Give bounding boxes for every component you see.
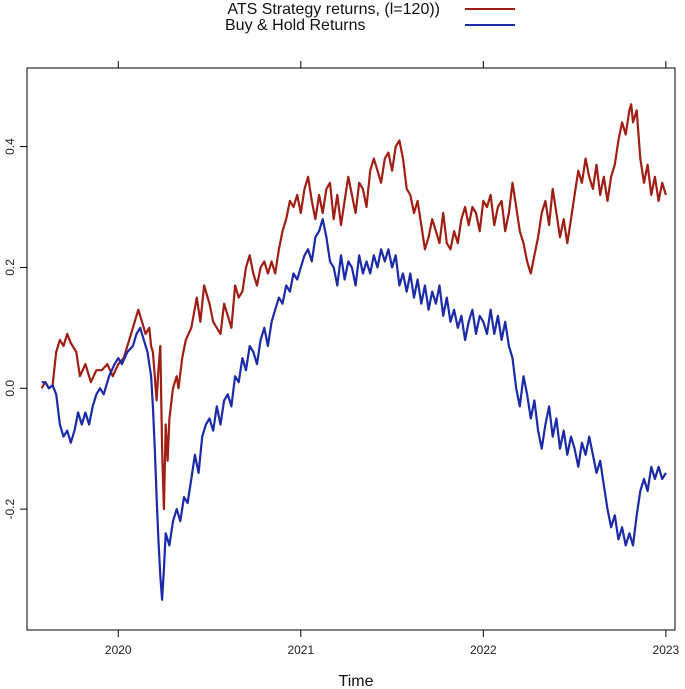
- series-line-ats: [40, 103, 667, 511]
- x-tick-label: 2022: [470, 643, 497, 657]
- plot-frame: [26, 67, 676, 631]
- x-tick-label: 2021: [287, 643, 314, 657]
- legend-label-ats: ATS Strategy returns, (l=120)): [227, 1, 440, 18]
- x-axis-title: Time: [339, 673, 374, 689]
- x-axis: 2020 2021 2022 2023: [105, 630, 680, 657]
- legend: ATS Strategy returns, (l=120)) Buy & Hol…: [225, 1, 515, 34]
- top-axis: [117, 61, 667, 68]
- y-axis: -0.2 0.0 0.2 0.4: [3, 138, 27, 519]
- y-tick-label: 0.0: [3, 380, 17, 397]
- y-tick-label: -0.2: [3, 498, 17, 519]
- x-tick-label: 2023: [653, 643, 680, 657]
- y-tick-label: 0.2: [3, 259, 17, 276]
- x-tick-label: 2020: [105, 643, 132, 657]
- series-layer: [40, 103, 667, 601]
- legend-label-buy-hold: Buy & Hold Returns: [225, 17, 366, 34]
- y-tick-label: 0.4: [3, 138, 17, 155]
- series-line-buy-hold: [41, 218, 667, 601]
